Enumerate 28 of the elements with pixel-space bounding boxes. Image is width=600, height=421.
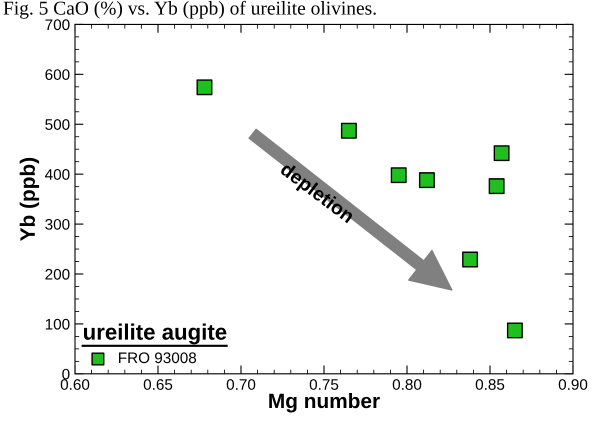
y-tick-label: 400 [45, 169, 70, 180]
point [390, 167, 407, 184]
legend-title: ureilite augite [84, 324, 226, 344]
x-tick-label: 0.90 [558, 379, 588, 390]
y-tick-label: 200 [45, 268, 70, 280]
x-axis-title: Mg number [269, 392, 380, 412]
y-tick-label: 600 [45, 69, 70, 80]
chart-title: Fig. 5 CaO (%) vs. Yb (ppb) of ureilite olivines. [4, 0, 376, 19]
legend-label: FRO 93008 [119, 352, 196, 364]
x-tick-label: 0.65 [144, 379, 172, 390]
x-tick-label: 0.70 [226, 379, 256, 390]
x-tick-label: 0.80 [392, 379, 422, 390]
y-tick-label: 300 [45, 218, 70, 230]
point [462, 252, 478, 268]
point [494, 145, 510, 162]
y-tick-label: 100 [46, 318, 70, 330]
point [488, 178, 505, 194]
x-tick-label: 0.85 [476, 379, 504, 390]
x-tick-label: 0.60 [60, 379, 90, 390]
y-tick-label: 500 [45, 119, 70, 130]
point [196, 79, 212, 96]
point [340, 122, 357, 139]
x-tick-label: 0.75 [310, 379, 338, 390]
y-tick-label: 0 [62, 368, 70, 380]
y-tick-label: 700 [45, 19, 70, 30]
y-axis-title: Yb (ppb) [20, 158, 40, 242]
point [418, 172, 435, 188]
point [506, 322, 523, 338]
